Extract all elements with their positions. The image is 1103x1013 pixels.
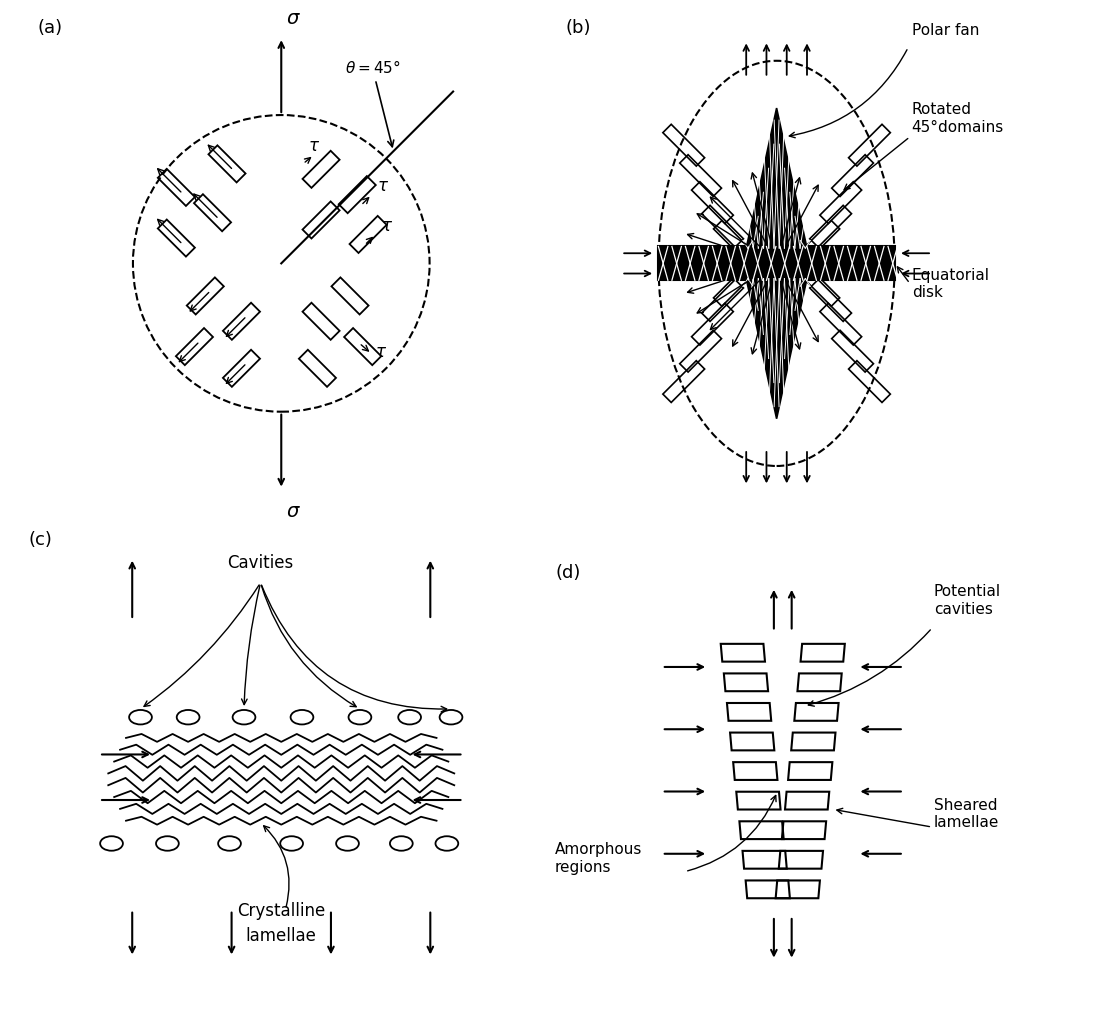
Text: Rotated
45°domains: Rotated 45°domains [912,102,1004,135]
Bar [658,246,895,281]
Text: $\tau$: $\tau$ [377,177,389,196]
Text: $\tau$: $\tau$ [381,217,393,235]
Text: $\tau$: $\tau$ [375,343,387,362]
Text: $\tau$: $\tau$ [308,137,320,155]
Text: (d): (d) [555,564,580,581]
Polygon shape [747,279,807,418]
Polygon shape [747,108,807,248]
Text: $\theta = 45°$: $\theta = 45°$ [344,60,400,147]
Text: Cavities: Cavities [227,554,293,572]
Text: $\sigma$: $\sigma$ [287,502,301,521]
Text: Polar fan: Polar fan [912,23,979,38]
Text: Amorphous
regions: Amorphous regions [555,842,642,874]
Text: Equatorial
disk: Equatorial disk [912,267,989,300]
Text: Potential
cavities: Potential cavities [934,585,1002,617]
Text: (b): (b) [566,18,591,36]
Text: lamellae: lamellae [246,927,317,945]
Text: (a): (a) [38,19,62,37]
Text: Crystalline: Crystalline [237,902,325,920]
Text: (c): (c) [29,531,53,549]
Text: Sheared
lamellae: Sheared lamellae [934,797,999,830]
Text: $\sigma$: $\sigma$ [287,9,301,28]
